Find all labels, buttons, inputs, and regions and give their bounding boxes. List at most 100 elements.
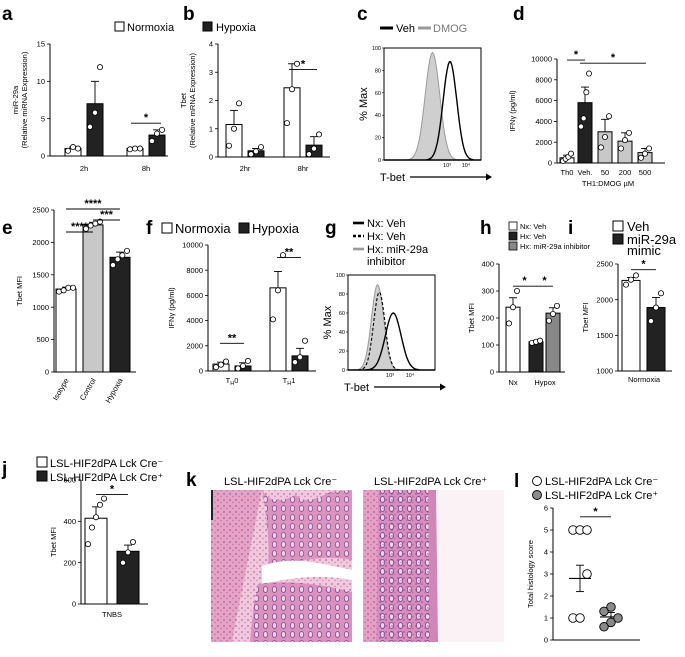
legend-swatch-normoxia	[161, 222, 173, 234]
panel-g-y-tick-label: 20	[339, 349, 345, 355]
panel-i-significance-label: *	[641, 259, 646, 271]
panel-h-nx-veh-bar	[505, 306, 521, 373]
histology-image-cre-negative	[211, 490, 352, 642]
panel-d: d 0 2000 4000 6000 8000 10000 IFNγ (pg/ml) Th0 Ve…	[508, 4, 665, 188]
legend-label-veh: Veh	[627, 219, 649, 234]
panel-letter-i: i	[568, 218, 573, 239]
panel-l-y-tick-label: 5	[544, 526, 548, 535]
panel-f-x-tick-label: TH1	[283, 376, 296, 387]
panel-d-x-tick-label: Veh.	[577, 168, 592, 177]
panel-h-y-tick-label: 200	[481, 314, 494, 323]
panel-f-significance-label: **	[228, 332, 237, 344]
legend-swatch-cre-negative	[532, 476, 542, 486]
panel-h-hx-veh-bar	[528, 341, 544, 373]
legend-label-hx-inhibitor-line1: Hx: miR-29a	[367, 244, 429, 256]
legend-label-cre-positive: LSL-HIF2dPA Lck Cre⁺	[545, 490, 658, 502]
panel-j-cre-negative-data-point	[101, 495, 108, 502]
panel-i-x-tick-label: Normoxia	[628, 375, 661, 384]
panel-d-Veh-data-point	[583, 89, 590, 96]
panel-c-x-axis-arrowhead	[486, 173, 492, 181]
panel-f-y-tick-label: 0	[199, 367, 203, 376]
panel-b-y-axis-label: (Relative mRNA Expression)	[188, 52, 197, 148]
panel-k: k LSL-HIF2dPA Lck Cre⁻ LSL-HIF2dPA Lck C…	[186, 470, 504, 642]
panel-d-y-axis-label: IFNγ (pg/ml)	[508, 90, 517, 132]
panel-d-200-data-point	[626, 129, 633, 136]
panel-f-hypoxia-data-point	[301, 337, 308, 344]
panel-f-normoxia-bar	[269, 287, 287, 372]
panel-b-normoxia-data-point	[225, 142, 232, 149]
panel-b-hypoxia-data-point	[305, 151, 312, 158]
panel-b-normoxia-data-point	[235, 100, 242, 107]
panel-f: f Normoxia Hypoxia 0 2000 4000 6000 8000 10000 IF…	[146, 218, 316, 387]
panel-h-x-tick-label: Hypox	[534, 378, 556, 387]
panel-f-normoxia-data-point	[217, 361, 224, 368]
panel-b-hypoxia-data-point	[247, 151, 254, 158]
panel-j-cre-positive-data-point	[120, 559, 127, 566]
panel-d-Veh-data-point	[580, 115, 587, 122]
legend-swatch-veh	[612, 220, 624, 232]
panel-d-500-data-point	[638, 154, 645, 161]
panel-b-normoxia-data-point	[293, 60, 300, 67]
panel-letter-l: l	[514, 471, 519, 492]
histology-left-label: LSL-HIF2dPA Lck Cre⁻	[224, 476, 337, 488]
panel-a-normoxia-data-point	[136, 145, 143, 152]
panel-b-y-tick-label: 1	[209, 124, 213, 133]
panel-e-hypoxia-data-point	[110, 262, 117, 269]
panel-e-x-tick-label: Isotype	[51, 377, 71, 402]
panel-f-hypoxia-data-point	[244, 357, 251, 364]
panel-a-hypoxia-data-point	[87, 123, 94, 130]
panel-a-normoxia-data-point	[127, 146, 134, 153]
panel-h-hx-inhibitor-data-point	[554, 302, 561, 309]
panel-b-normoxia-data-point	[283, 120, 290, 127]
panel-l-data-point	[606, 617, 616, 628]
legend-swatch-cre-negative	[36, 456, 48, 468]
panel-g-y-axis-label: % Max	[322, 305, 334, 339]
legend-label-mimic-line1: miR-29a	[627, 232, 677, 247]
panel-h-hx-veh-data-point	[537, 337, 544, 344]
panel-letter-h: h	[480, 218, 492, 239]
panel-l-y-tick-label: 3	[544, 570, 548, 579]
panel-letter-b: b	[183, 4, 195, 25]
panel-j-y-tick-label: 200	[63, 558, 76, 567]
panel-b-hypoxia-data-point	[315, 131, 322, 138]
panel-h-hx-inhibitor-data-point	[550, 310, 557, 317]
panel-g-y-tick-label: 80	[339, 292, 345, 298]
panel-a-y-axis-label: miR-29a	[11, 85, 20, 114]
panel-a-y-tick-label: 10	[37, 77, 45, 86]
panel-a-x-tick-label: 8h	[142, 164, 150, 173]
panel-i-veh-data-point	[628, 276, 635, 283]
panel-g-x-tick-label: 10³	[386, 373, 394, 379]
panel-b-y-axis-label: Tbet	[179, 92, 188, 108]
panel-b-normoxia-data-point	[230, 125, 237, 132]
panel-j-y-tick-label: 400	[63, 517, 76, 526]
panel-c-y-tick-label: 40	[375, 113, 381, 119]
panel-f-x-tick-label: TH0	[226, 376, 239, 387]
panel-j: j LSL-HIF2dPA Lck Cre⁻ LSL-HIF2dPA Lck Cre…	[1, 456, 163, 619]
histology-image-cre-positive	[363, 490, 504, 642]
panel-f-y-tick-label: 2000	[186, 341, 203, 350]
panel-j-cre-negative-data-point	[89, 524, 96, 531]
panel-d-y-tick-label: 6000	[535, 96, 552, 105]
panel-d-50-data-point	[598, 144, 605, 151]
panel-e-hypoxia-bar	[109, 256, 131, 373]
panel-a-hypoxia-data-point	[97, 64, 104, 71]
panel-l-data-point	[599, 606, 609, 617]
legend-label-hypoxia: Hypoxia	[252, 221, 300, 236]
panel-d-y-tick-label: 4000	[535, 117, 552, 126]
panel-d-x-tick-label: 50	[601, 168, 609, 177]
panel-a-hypoxia-data-point	[148, 138, 155, 145]
panel-e-significance-label: ****	[84, 198, 102, 210]
panel-f-y-axis-label: IFNγ (pg/ml)	[167, 287, 176, 329]
legend-label-mimic-line2: mimic	[627, 243, 661, 258]
panel-f-significance-label: **	[285, 247, 294, 259]
panel-h-y-tick-label: 400	[481, 260, 494, 269]
panel-j-cre-positive-bar	[116, 550, 140, 605]
panel-i-y-tick-label: 1500	[596, 331, 613, 340]
panel-b-y-tick-label: 0	[209, 153, 213, 162]
panel-i-y-tick-label: 1000	[596, 367, 613, 376]
panel-d-significance-label: *	[574, 49, 579, 61]
panel-e-isotype-bar	[55, 288, 77, 373]
legend-swatch-mimic	[612, 233, 624, 245]
